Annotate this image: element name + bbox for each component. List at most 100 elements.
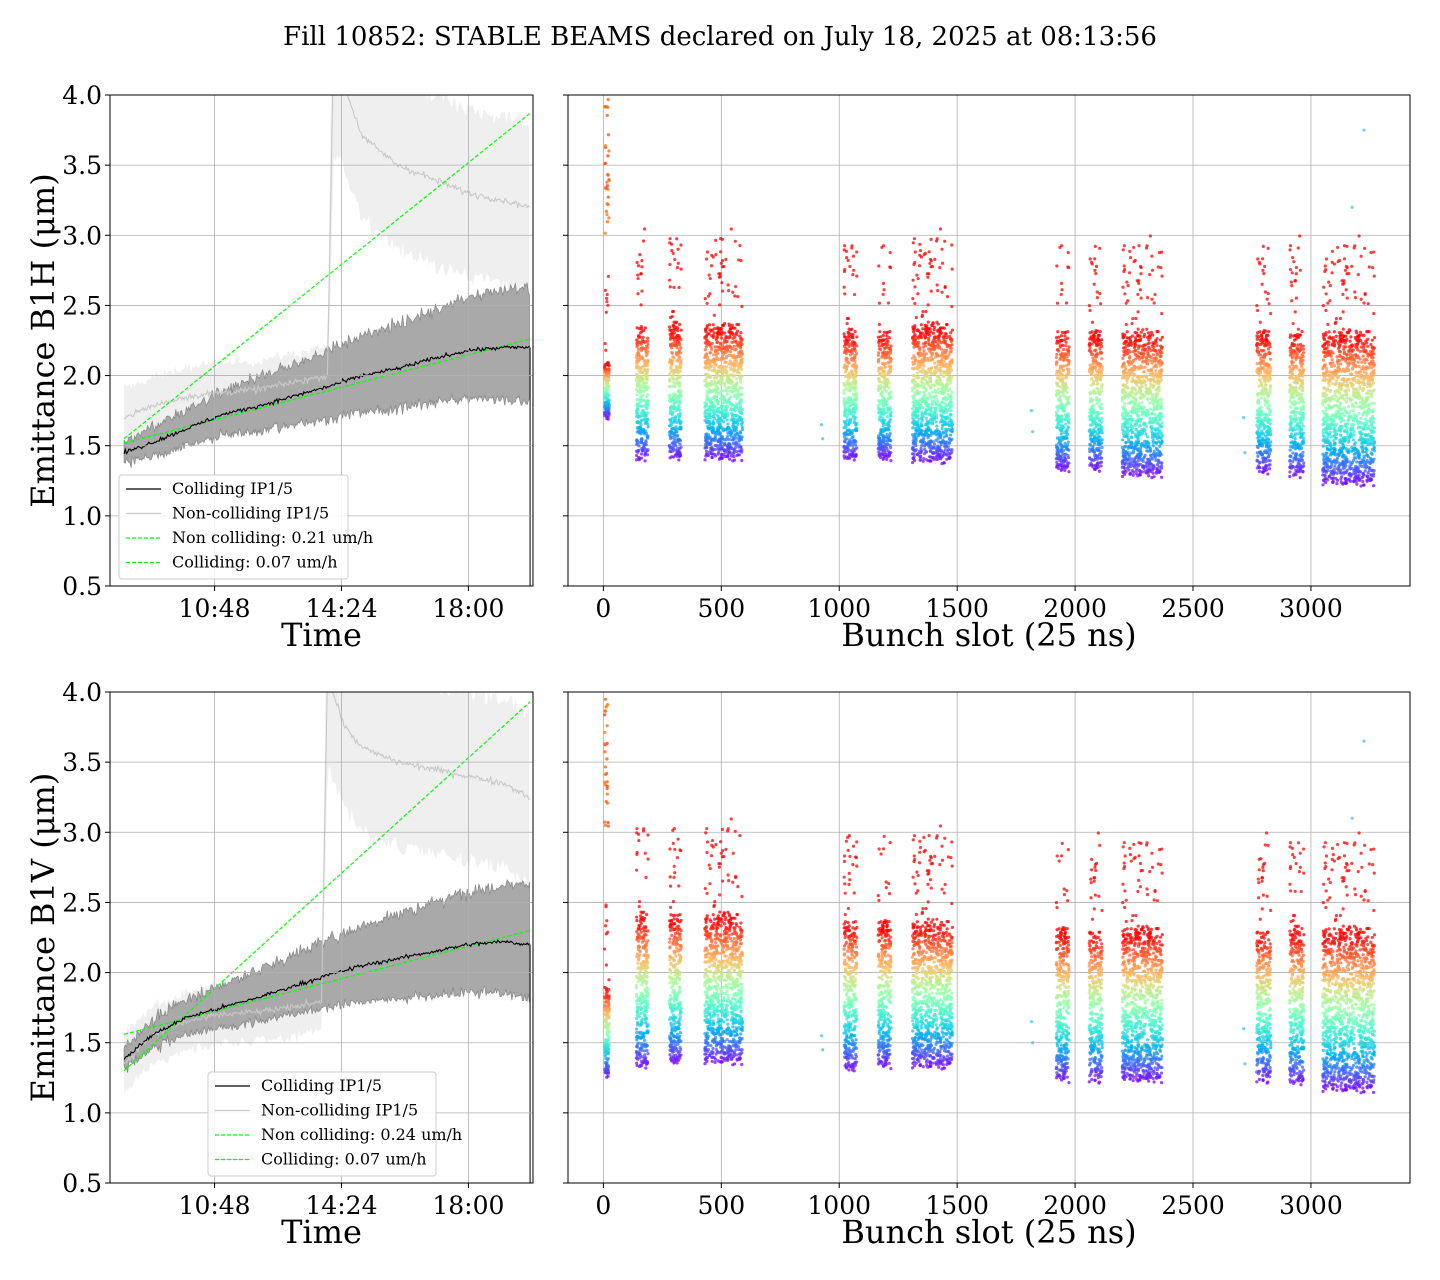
noncolliding-band <box>124 95 530 447</box>
bunch-point <box>1061 382 1065 387</box>
bunch-point <box>934 401 938 406</box>
bunch-point <box>921 327 925 331</box>
bunch-point <box>913 358 918 362</box>
bunch-point <box>1124 345 1128 349</box>
bunch-point <box>921 367 925 371</box>
bunch-point <box>887 336 892 340</box>
bunch-point <box>1093 467 1097 472</box>
bunch-point <box>1089 433 1093 437</box>
bunch-point <box>1095 296 1100 300</box>
bunch-point <box>679 328 683 332</box>
bunch-point <box>876 434 881 438</box>
bunch-point <box>641 335 645 339</box>
bunch-point <box>852 292 857 297</box>
bunch-point <box>703 297 707 301</box>
bunch-point <box>705 393 709 397</box>
bunch-point <box>1089 367 1093 371</box>
bunch-point <box>886 421 890 425</box>
bunch-point <box>881 292 885 297</box>
bunch-point <box>936 334 940 338</box>
bunch-point <box>668 285 672 289</box>
bunch-point <box>738 346 743 350</box>
bunch-point <box>715 327 719 331</box>
bunch-point <box>1089 383 1093 387</box>
bunch-point <box>924 331 928 335</box>
bunch-point <box>846 381 850 385</box>
bunch-point <box>735 371 739 375</box>
bunch-point <box>640 370 644 374</box>
bunch-point <box>1140 441 1144 446</box>
bunch-point <box>1151 333 1155 337</box>
bunch-point <box>949 429 953 433</box>
bunch-point <box>925 458 929 462</box>
bunch-point <box>842 365 846 370</box>
bunch-point <box>719 327 724 331</box>
bunch-point <box>924 389 928 393</box>
bunch-point <box>1134 461 1138 465</box>
bunch-point <box>719 336 724 340</box>
bunch-point <box>853 385 857 389</box>
bunch-point <box>913 285 917 289</box>
bunch-point <box>678 411 683 416</box>
bunch-point <box>914 375 918 379</box>
bunch-point <box>1155 351 1159 355</box>
bunch-point <box>716 373 720 378</box>
bunch-point <box>640 404 644 408</box>
bunch-point <box>1126 462 1131 466</box>
bunch-point <box>721 437 725 441</box>
bunch-point <box>739 411 743 415</box>
bunch-point <box>717 329 721 333</box>
bunch-point <box>851 441 855 445</box>
bunch-point <box>732 429 736 433</box>
bunch-point <box>675 237 679 241</box>
bunch-point <box>709 359 713 363</box>
bunch-point <box>876 447 880 451</box>
bunch-point <box>938 378 942 382</box>
bunch-point <box>673 433 677 437</box>
bunch-point <box>1067 367 1071 371</box>
bunch-point <box>1128 359 1132 363</box>
bunch-point <box>912 452 916 456</box>
y-tick-label: 4.0 <box>62 81 102 110</box>
bunch-point <box>738 386 742 390</box>
bunch-point <box>727 438 732 442</box>
bunch-point <box>1094 414 1099 418</box>
bunch-point <box>740 304 744 309</box>
bunch-point <box>1064 344 1068 348</box>
bunch-point <box>643 340 647 344</box>
bunch-point <box>604 348 608 352</box>
bunch-point <box>878 442 882 446</box>
bunch-point <box>1148 465 1153 469</box>
bunch-point <box>736 344 740 348</box>
bunch-point <box>912 373 916 378</box>
bunch-point <box>668 372 672 376</box>
bunch-point <box>643 416 647 420</box>
bunch-point <box>845 415 849 419</box>
bunch-point <box>727 289 731 293</box>
bunch-point <box>732 447 736 452</box>
bunch-point <box>1067 345 1071 349</box>
bunch-point <box>716 447 720 452</box>
bunch-point <box>739 393 743 397</box>
bunch-point <box>1121 448 1125 452</box>
bunch-point <box>889 344 893 348</box>
bunch-point <box>1146 352 1150 357</box>
bunch-point <box>1092 382 1096 386</box>
bunch-point <box>728 359 732 363</box>
bunch-point <box>1059 292 1063 297</box>
bunch-point <box>1097 418 1101 422</box>
bunch-point <box>1160 464 1164 468</box>
bunch-point <box>919 383 923 388</box>
bunch-point <box>879 452 884 457</box>
bunch-point <box>889 390 893 394</box>
bunch-point <box>706 408 711 412</box>
bunch-point <box>668 379 672 383</box>
bunch-point <box>928 449 933 453</box>
bunch-point <box>1126 386 1130 390</box>
bunch-point <box>920 314 924 319</box>
bunch-point <box>1160 401 1164 405</box>
bunch-point <box>637 378 641 383</box>
bunch-point <box>949 409 953 413</box>
bunch-point <box>1059 459 1064 463</box>
